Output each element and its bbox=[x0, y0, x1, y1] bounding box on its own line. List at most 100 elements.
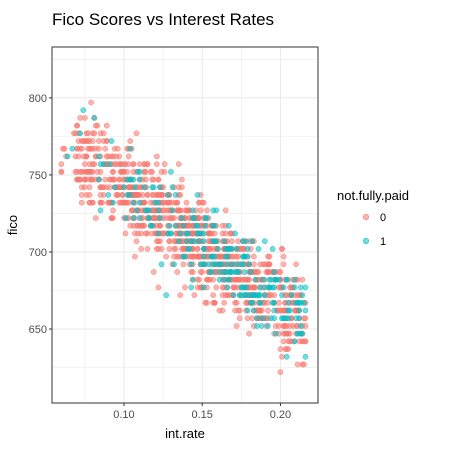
point-series-1 bbox=[193, 222, 199, 229]
point-series-0 bbox=[125, 184, 132, 191]
point-series-0 bbox=[175, 161, 182, 167]
point-series-1 bbox=[202, 222, 209, 229]
point-series-1 bbox=[188, 284, 195, 291]
point-series-0 bbox=[133, 130, 140, 137]
point-series-0 bbox=[299, 338, 306, 345]
point-series-0 bbox=[169, 215, 176, 221]
point-series-0 bbox=[280, 338, 287, 345]
point-series-0 bbox=[92, 215, 99, 221]
point-series-1 bbox=[238, 261, 245, 268]
point-series-0 bbox=[227, 230, 234, 237]
point-series-1 bbox=[285, 299, 292, 306]
point-series-0 bbox=[83, 192, 90, 198]
point-series-0 bbox=[185, 207, 191, 214]
point-series-1 bbox=[185, 246, 191, 252]
point-series-1 bbox=[268, 315, 274, 322]
point-series-0 bbox=[80, 153, 87, 160]
point-series-0 bbox=[125, 153, 132, 160]
point-series-0 bbox=[272, 323, 279, 329]
point-series-0 bbox=[88, 145, 94, 152]
point-series-0 bbox=[119, 199, 126, 206]
point-series-0 bbox=[108, 215, 115, 221]
point-series-0 bbox=[240, 276, 246, 283]
x-tick-label: 0.15 bbox=[192, 409, 213, 421]
point-series-0 bbox=[179, 176, 185, 183]
point-series-0 bbox=[174, 207, 181, 214]
point-series-1 bbox=[155, 230, 162, 237]
point-series-1 bbox=[200, 230, 207, 237]
point-series-0 bbox=[177, 292, 184, 298]
point-series-0 bbox=[86, 199, 93, 206]
point-series-1 bbox=[146, 215, 152, 221]
point-series-0 bbox=[251, 253, 257, 260]
point-series-0 bbox=[266, 253, 273, 260]
point-series-0 bbox=[118, 168, 124, 175]
point-series-0 bbox=[202, 299, 209, 306]
legend-key-0 bbox=[362, 214, 369, 221]
point-series-0 bbox=[96, 138, 102, 144]
point-series-0 bbox=[89, 168, 96, 175]
point-series-0 bbox=[110, 207, 116, 214]
point-series-1 bbox=[244, 307, 251, 314]
y-axis: 650 700 750 800 bbox=[29, 93, 52, 336]
point-series-0 bbox=[141, 168, 148, 175]
y-tick-label: 800 bbox=[29, 93, 47, 105]
point-series-0 bbox=[282, 346, 288, 352]
point-series-0 bbox=[103, 138, 110, 144]
point-series-1 bbox=[152, 199, 159, 206]
point-series-1 bbox=[225, 222, 232, 229]
point-series-1 bbox=[210, 222, 217, 229]
point-series-0 bbox=[255, 307, 262, 314]
point-series-1 bbox=[127, 145, 134, 152]
point-series-1 bbox=[301, 299, 307, 306]
point-series-0 bbox=[58, 168, 65, 175]
point-series-1 bbox=[261, 238, 268, 245]
point-series-0 bbox=[78, 199, 85, 206]
point-series-0 bbox=[286, 284, 293, 291]
point-series-0 bbox=[102, 145, 109, 152]
data-points bbox=[58, 99, 309, 376]
point-series-0 bbox=[191, 292, 198, 298]
point-series-1 bbox=[166, 222, 173, 229]
point-series-1 bbox=[141, 184, 148, 191]
point-series-1 bbox=[230, 292, 237, 298]
point-series-1 bbox=[80, 107, 87, 114]
point-series-1 bbox=[180, 222, 187, 229]
point-series-1 bbox=[200, 253, 207, 260]
point-series-0 bbox=[149, 168, 155, 175]
point-series-0 bbox=[85, 130, 91, 137]
point-series-1 bbox=[224, 284, 231, 291]
point-series-0 bbox=[89, 130, 96, 137]
point-series-0 bbox=[279, 246, 285, 252]
point-series-0 bbox=[82, 184, 88, 191]
point-series-0 bbox=[111, 145, 118, 152]
point-series-1 bbox=[288, 292, 295, 298]
point-series-0 bbox=[277, 369, 284, 376]
point-series-0 bbox=[260, 261, 267, 268]
point-series-1 bbox=[249, 238, 256, 245]
point-series-1 bbox=[136, 199, 143, 206]
point-series-0 bbox=[103, 153, 110, 160]
point-series-1 bbox=[285, 307, 292, 314]
point-series-0 bbox=[138, 230, 145, 237]
point-series-0 bbox=[74, 122, 80, 129]
point-series-1 bbox=[200, 246, 207, 252]
point-series-1 bbox=[241, 284, 248, 291]
point-series-0 bbox=[132, 253, 138, 260]
point-series-1 bbox=[283, 276, 290, 283]
point-series-1 bbox=[146, 207, 152, 214]
point-series-1 bbox=[225, 276, 232, 283]
point-series-1 bbox=[172, 192, 179, 198]
point-series-0 bbox=[74, 176, 80, 183]
point-series-0 bbox=[171, 246, 177, 252]
point-series-0 bbox=[283, 323, 290, 329]
point-series-1 bbox=[224, 261, 231, 268]
plot-border bbox=[51, 46, 319, 404]
point-series-0 bbox=[58, 161, 65, 167]
point-series-1 bbox=[241, 269, 248, 275]
point-series-0 bbox=[72, 168, 79, 175]
point-series-0 bbox=[160, 199, 166, 206]
point-series-1 bbox=[108, 138, 115, 144]
point-series-0 bbox=[194, 276, 201, 283]
point-series-1 bbox=[133, 207, 140, 214]
